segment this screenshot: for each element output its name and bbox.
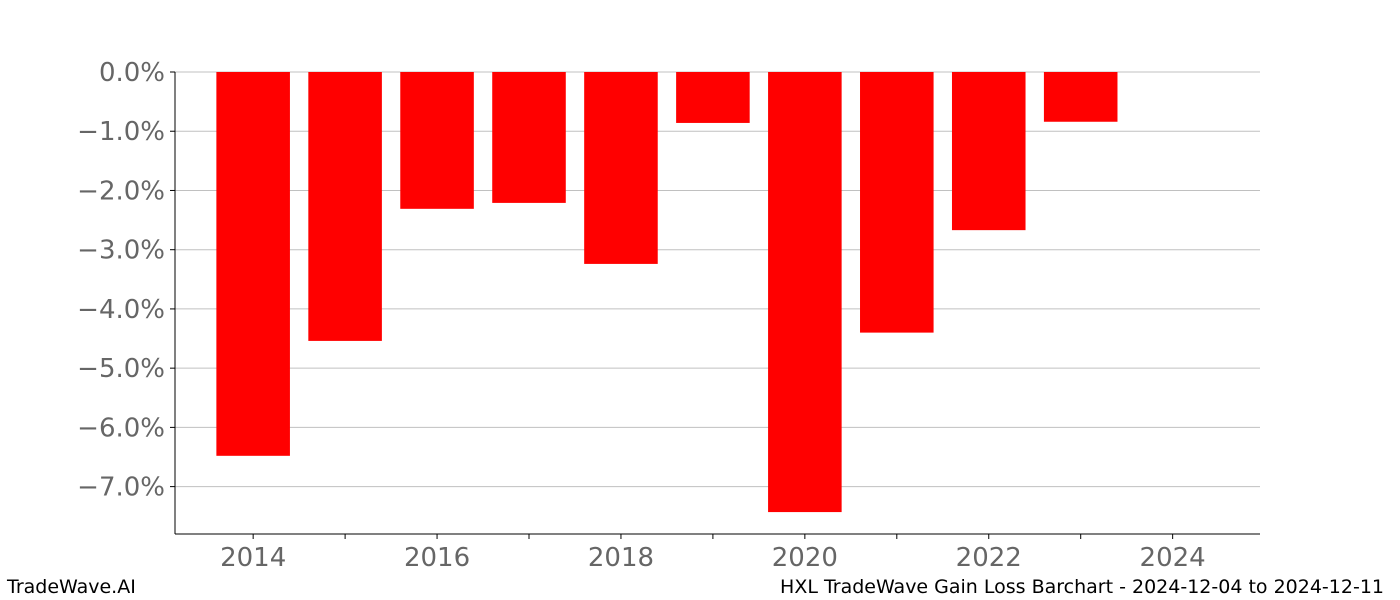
bars (216, 72, 1118, 513)
x-tick-label-2018: 2018 (588, 543, 654, 573)
y-tick-label-3: −3.0% (77, 236, 165, 266)
bar-2023 (1043, 72, 1118, 122)
y-tick-label-0: 0.0% (99, 58, 165, 88)
x-tick-label-2016: 2016 (404, 543, 470, 573)
bar-2018 (584, 72, 658, 264)
y-tick-label-6: −6.0% (77, 413, 165, 443)
y-tick-label-1: −1.0% (77, 117, 165, 147)
bar-2020 (768, 72, 842, 513)
x-tick-label-2024: 2024 (1140, 543, 1206, 573)
y-tick-label-4: −4.0% (77, 295, 165, 325)
chart-caption: HXL TradeWave Gain Loss Barchart - 2024-… (780, 576, 1384, 598)
x-tick-label-2014: 2014 (220, 543, 286, 573)
x-tick-label-2022: 2022 (956, 543, 1022, 573)
x-axis-ticks: 2014 2016 2018 2020 2022 2024 (220, 534, 1206, 573)
y-axis-ticks: 0.0% −1.0% −2.0% −3.0% −4.0% −5.0% −6.0% −7.0% (77, 58, 175, 503)
bar-2015 (308, 72, 382, 341)
bar-2016 (400, 72, 474, 209)
bar-2019 (676, 72, 750, 123)
y-tick-label-7: −7.0% (77, 473, 165, 503)
bar-2021 (860, 72, 934, 333)
x-tick-label-2020: 2020 (772, 543, 838, 573)
y-tick-label-2: −2.0% (77, 176, 165, 206)
brand-label: TradeWave.AI (7, 576, 136, 598)
bar-2014 (216, 72, 290, 456)
bar-2022 (951, 72, 1026, 231)
axes (174, 72, 1260, 535)
bar-2017 (492, 72, 566, 203)
y-tick-label-5: −5.0% (77, 354, 165, 384)
